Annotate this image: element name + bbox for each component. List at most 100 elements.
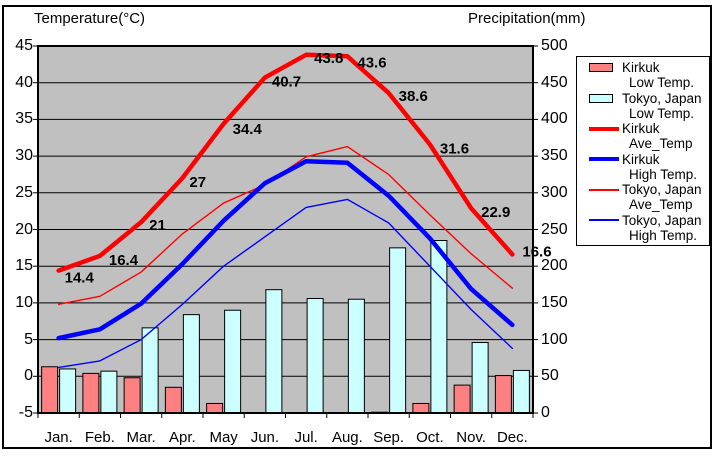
precip-axis-tick-label: 0 xyxy=(541,404,550,421)
legend-swatch-box-icon xyxy=(589,63,613,73)
precip-bar xyxy=(141,327,159,414)
precip-bar xyxy=(123,377,141,414)
data-label: 22.9 xyxy=(481,204,510,221)
month-label: Feb. xyxy=(84,429,115,446)
legend-label-line2: Ave_Temp xyxy=(629,136,693,152)
data-label: 43.8 xyxy=(314,50,343,67)
precip-bar xyxy=(224,309,242,414)
precip-bar xyxy=(347,298,365,414)
month-label: May xyxy=(209,429,238,446)
precip-bar xyxy=(82,372,100,414)
temperature-line xyxy=(57,198,514,369)
precip-bar xyxy=(100,370,118,414)
month-label: Aug. xyxy=(331,429,363,446)
temp-axis-tick-label: -5 xyxy=(18,404,33,421)
precip-axis-tick-label: 300 xyxy=(541,183,568,201)
legend-label-line1: Kirkuk xyxy=(622,151,660,167)
precip-bar xyxy=(182,314,200,414)
month-label: Jul. xyxy=(294,429,318,446)
temperature-line xyxy=(56,52,515,273)
legend-label-line1: Kirkuk xyxy=(622,121,660,136)
precipitation-axis-title: Precipitation(mm) xyxy=(468,10,586,27)
legend-swatch-thin-icon xyxy=(589,188,619,191)
legend-label-line1: Tokyo, Japan xyxy=(622,182,702,197)
data-label: 27 xyxy=(189,174,206,191)
month-label: Dec. xyxy=(496,429,528,446)
legend-label-line2: Low Temp. xyxy=(629,75,695,91)
data-label: 31.6 xyxy=(440,140,469,157)
temperature-axis-title: Temperature(°C) xyxy=(34,10,146,27)
outer-frame xyxy=(2,5,712,449)
legend-label-line1: Kirkuk xyxy=(622,60,660,75)
precip-bar xyxy=(164,386,182,414)
precip-axis-tick-label: 500 xyxy=(541,37,568,54)
precip-bar xyxy=(41,366,59,414)
legend-swatch-thick-icon xyxy=(589,157,619,162)
legend-item: Tokyo, Japan Low Temp. xyxy=(577,91,709,122)
precip-bar xyxy=(306,297,324,414)
precip-axis-tick-label: 400 xyxy=(541,110,568,128)
precip-axis-tick-label: 50 xyxy=(541,367,559,385)
precip-bar xyxy=(206,402,224,414)
month-label: Apr. xyxy=(169,429,196,446)
legend: Kirkuk Low Temp. Tokyo, Japan Low Temp. Kirk… xyxy=(576,56,710,246)
precip-axis-tick-label: 450 xyxy=(541,73,568,91)
data-label: 16.4 xyxy=(109,252,139,269)
legend-item: Tokyo, Japan Ave_Temp xyxy=(577,182,709,213)
data-label: 14.4 xyxy=(65,270,95,287)
precip-axis-tick-label: 250 xyxy=(541,220,568,238)
temp-axis-tick-label: 40 xyxy=(15,73,33,91)
legend-label-line2: High Temp. xyxy=(629,227,698,243)
legend-item: Kirkuk Ave_Temp xyxy=(577,121,709,152)
month-label: Sep. xyxy=(373,429,405,446)
data-label: 16.6 xyxy=(522,243,551,260)
legend-label-line1: Tokyo, Japan xyxy=(622,90,702,106)
temp-axis-tick-label: 45 xyxy=(15,37,33,54)
precip-bar xyxy=(494,375,512,414)
temp-axis-tick-label: 35 xyxy=(15,110,33,128)
month-label: Jun. xyxy=(250,429,280,446)
temp-axis-tick-label: 30 xyxy=(15,147,33,165)
month-label: Oct. xyxy=(416,429,444,446)
precip-axis-tick-label: 350 xyxy=(541,147,568,165)
data-label: 38.6 xyxy=(399,88,428,105)
month-label: Nov. xyxy=(456,429,486,446)
temp-axis-tick-label: 20 xyxy=(15,220,33,238)
data-label: 21 xyxy=(149,217,166,234)
temp-axis-tick-label: 15 xyxy=(15,257,33,275)
precip-bar xyxy=(412,402,430,414)
legend-label-line2: High Temp. xyxy=(629,166,698,182)
temp-axis-tick-label: 0 xyxy=(24,367,33,385)
data-label: 40.7 xyxy=(272,74,301,91)
legend-label-line2: Ave_Temp xyxy=(629,197,693,213)
legend-item: Kirkuk High Temp. xyxy=(577,152,709,183)
precip-bar xyxy=(59,368,77,414)
temp-axis-tick-label: 5 xyxy=(24,330,33,348)
legend-item: Kirkuk Low Temp. xyxy=(577,60,709,91)
legend-label-line1: Tokyo, Japan xyxy=(622,212,702,228)
legend-label-line2: Low Temp. xyxy=(629,105,695,121)
precip-bar xyxy=(389,247,407,414)
precip-bar xyxy=(453,384,471,414)
precip-axis-tick-label: 150 xyxy=(541,293,568,311)
plot-border xyxy=(37,45,534,414)
data-label: 34.4 xyxy=(233,121,263,138)
precip-bar xyxy=(430,240,448,414)
temperature-line xyxy=(56,158,515,341)
data-label: 43.6 xyxy=(357,54,386,71)
precip-axis-tick-label: 200 xyxy=(541,257,568,275)
legend-item: Tokyo, Japan High Temp. xyxy=(577,213,709,244)
temp-axis-tick-label: 25 xyxy=(15,183,33,201)
precip-bar xyxy=(265,289,283,414)
temp-axis-tick-label: 10 xyxy=(15,293,33,311)
month-label: Jan. xyxy=(44,429,73,446)
month-label: Mar. xyxy=(126,429,156,446)
precip-bar xyxy=(471,342,489,414)
legend-swatch-box-icon xyxy=(589,93,613,103)
precip-axis-tick-label: 100 xyxy=(541,330,568,348)
precip-bar xyxy=(512,369,530,414)
legend-swatch-thick-icon xyxy=(589,126,619,131)
legend-swatch-thin-icon xyxy=(589,219,619,222)
